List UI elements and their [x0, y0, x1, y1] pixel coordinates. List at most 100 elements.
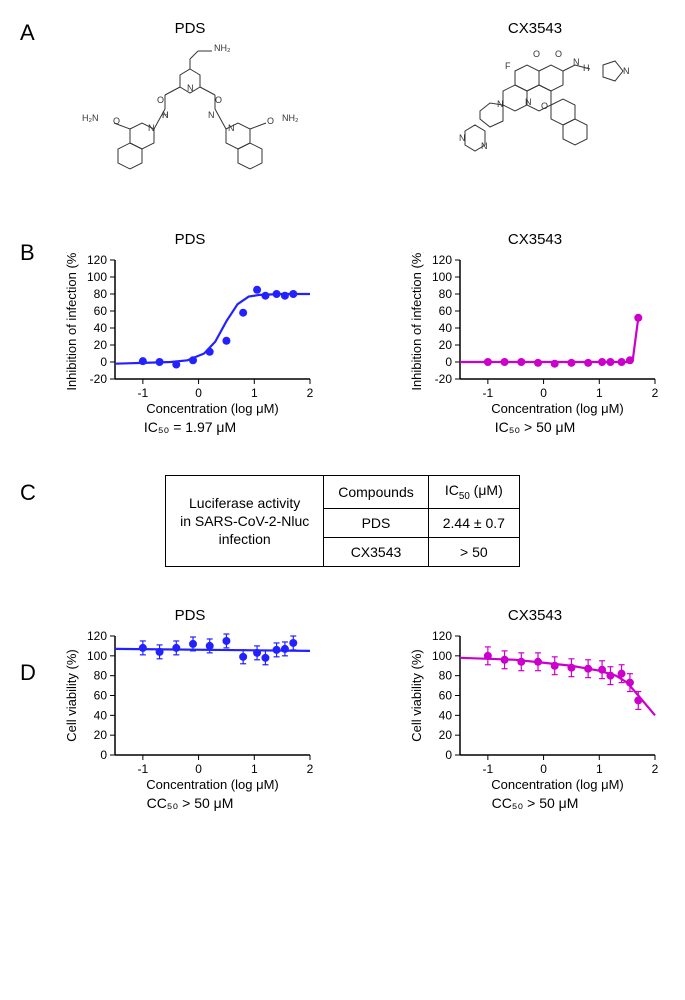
- b-cx-title: CX3543: [405, 231, 665, 248]
- svg-text:2: 2: [652, 762, 659, 776]
- svg-text:60: 60: [439, 688, 453, 702]
- svg-text:Inhibition of infection (%): Inhibition of infection (%): [409, 252, 424, 391]
- figure: A PDS: [20, 20, 665, 811]
- svg-text:2: 2: [307, 386, 314, 400]
- chart-d-cx: 020406080100120-1012Cell viability (%)Co…: [405, 628, 665, 793]
- svg-text:Concentration (log μM): Concentration (log μM): [146, 401, 279, 416]
- panel-d: PDS 020406080100120-1012Cell viability (…: [60, 607, 665, 811]
- cx-structure: F OO NH N ON N NN: [405, 41, 665, 201]
- svg-text:80: 80: [439, 287, 453, 301]
- svg-text:-20: -20: [90, 372, 108, 386]
- panel-a-pds: PDS NH₂: [60, 20, 320, 201]
- svg-text:1: 1: [596, 386, 603, 400]
- svg-text:1: 1: [251, 386, 258, 400]
- svg-text:20: 20: [94, 338, 108, 352]
- svg-text:N: N: [187, 83, 194, 93]
- table-row-ic50: 2.44 ± 0.7: [428, 508, 519, 537]
- svg-text:120: 120: [432, 253, 452, 267]
- svg-text:O: O: [541, 101, 548, 111]
- svg-text:Cell viability (%): Cell viability (%): [409, 649, 424, 741]
- svg-text:0: 0: [540, 762, 547, 776]
- svg-text:Cell viability (%): Cell viability (%): [64, 649, 79, 741]
- panel-d-pds: PDS 020406080100120-1012Cell viability (…: [60, 607, 320, 811]
- svg-text:0: 0: [100, 355, 107, 369]
- panel-b-cx: CX3543 -20020406080100120-1012Inhibition…: [405, 231, 665, 435]
- svg-text:F: F: [505, 61, 511, 71]
- svg-text:20: 20: [439, 728, 453, 742]
- table-left-header: Luciferase activityin SARS-CoV-2-Nlucinf…: [166, 476, 324, 567]
- svg-text:40: 40: [94, 321, 108, 335]
- svg-text:-20: -20: [435, 372, 453, 386]
- svg-text:Concentration (log μM): Concentration (log μM): [146, 777, 279, 792]
- panel-d-label: D: [20, 660, 36, 686]
- svg-text:120: 120: [87, 629, 107, 643]
- svg-text:H: H: [162, 110, 169, 120]
- panel-c-label: C: [20, 480, 36, 506]
- cx-title: CX3543: [405, 20, 665, 37]
- panel-b: PDS -20020406080100120-1012Inhibition of…: [60, 231, 665, 435]
- svg-text:0: 0: [540, 386, 547, 400]
- table-header-compounds: Compounds: [324, 476, 429, 509]
- svg-text:N: N: [497, 99, 504, 109]
- svg-text:N: N: [148, 123, 155, 133]
- svg-text:80: 80: [94, 287, 108, 301]
- svg-text:Concentration (log μM): Concentration (log μM): [491, 401, 624, 416]
- panel-d-cx: CX3543 020406080100120-1012Cell viabilit…: [405, 607, 665, 811]
- svg-text:-1: -1: [138, 386, 149, 400]
- svg-text:0: 0: [100, 748, 107, 762]
- svg-text:N: N: [481, 141, 488, 151]
- svg-text:N: N: [459, 133, 466, 143]
- table-row-ic50: > 50: [428, 537, 519, 566]
- svg-text:100: 100: [87, 649, 107, 663]
- svg-text:-1: -1: [138, 762, 149, 776]
- b-pds-ic50: IC₅₀ = 1.97 μM: [60, 419, 320, 435]
- svg-text:1: 1: [596, 762, 603, 776]
- svg-text:2: 2: [652, 386, 659, 400]
- svg-text:2: 2: [307, 762, 314, 776]
- table-row-compound: CX3543: [324, 537, 429, 566]
- panel-a-label: A: [20, 20, 35, 46]
- d-cx-title: CX3543: [405, 607, 665, 624]
- svg-text:80: 80: [94, 668, 108, 682]
- svg-text:0: 0: [195, 762, 202, 776]
- svg-text:O: O: [157, 95, 164, 105]
- panel-a: PDS NH₂: [60, 20, 665, 201]
- b-cx-ic50: IC₅₀ > 50 μM: [405, 419, 665, 435]
- svg-text:O: O: [533, 49, 540, 59]
- svg-text:H₂N: H₂N: [82, 113, 99, 123]
- svg-text:O: O: [215, 95, 222, 105]
- chart-d-pds: 020406080100120-1012Cell viability (%)Co…: [60, 628, 320, 793]
- d-pds-title: PDS: [60, 607, 320, 624]
- svg-text:-1: -1: [483, 762, 494, 776]
- svg-text:H: H: [583, 63, 590, 73]
- panel-b-pds: PDS -20020406080100120-1012Inhibition of…: [60, 231, 320, 435]
- svg-text:120: 120: [87, 253, 107, 267]
- d-cx-cc50: CC₅₀ > 50 μM: [405, 795, 665, 811]
- svg-text:0: 0: [445, 355, 452, 369]
- svg-text:80: 80: [439, 668, 453, 682]
- svg-text:40: 40: [439, 321, 453, 335]
- pds-structure: NH₂ H₂NO ONH₂ OO NN N NN H: [60, 41, 320, 201]
- svg-text:N: N: [623, 66, 630, 76]
- svg-text:20: 20: [94, 728, 108, 742]
- svg-text:-1: -1: [483, 386, 494, 400]
- chart-b-cx: -20020406080100120-1012Inhibition of inf…: [405, 252, 665, 417]
- svg-text:0: 0: [445, 748, 452, 762]
- svg-text:N: N: [208, 110, 215, 120]
- svg-text:60: 60: [439, 304, 453, 318]
- svg-text:N: N: [573, 57, 580, 67]
- svg-text:100: 100: [87, 270, 107, 284]
- svg-text:O: O: [267, 116, 274, 126]
- svg-text:NH₂: NH₂: [282, 113, 299, 123]
- svg-text:60: 60: [94, 688, 108, 702]
- panel-c: Luciferase activityin SARS-CoV-2-Nlucinf…: [20, 475, 665, 567]
- svg-text:100: 100: [432, 270, 452, 284]
- svg-text:NH₂: NH₂: [214, 43, 231, 53]
- pds-title: PDS: [60, 20, 320, 37]
- svg-text:40: 40: [439, 708, 453, 722]
- chart-b-pds: -20020406080100120-1012Inhibition of inf…: [60, 252, 320, 417]
- b-pds-title: PDS: [60, 231, 320, 248]
- ic50-table: Luciferase activityin SARS-CoV-2-Nlucinf…: [165, 475, 520, 567]
- svg-text:40: 40: [94, 708, 108, 722]
- svg-text:N: N: [525, 97, 532, 107]
